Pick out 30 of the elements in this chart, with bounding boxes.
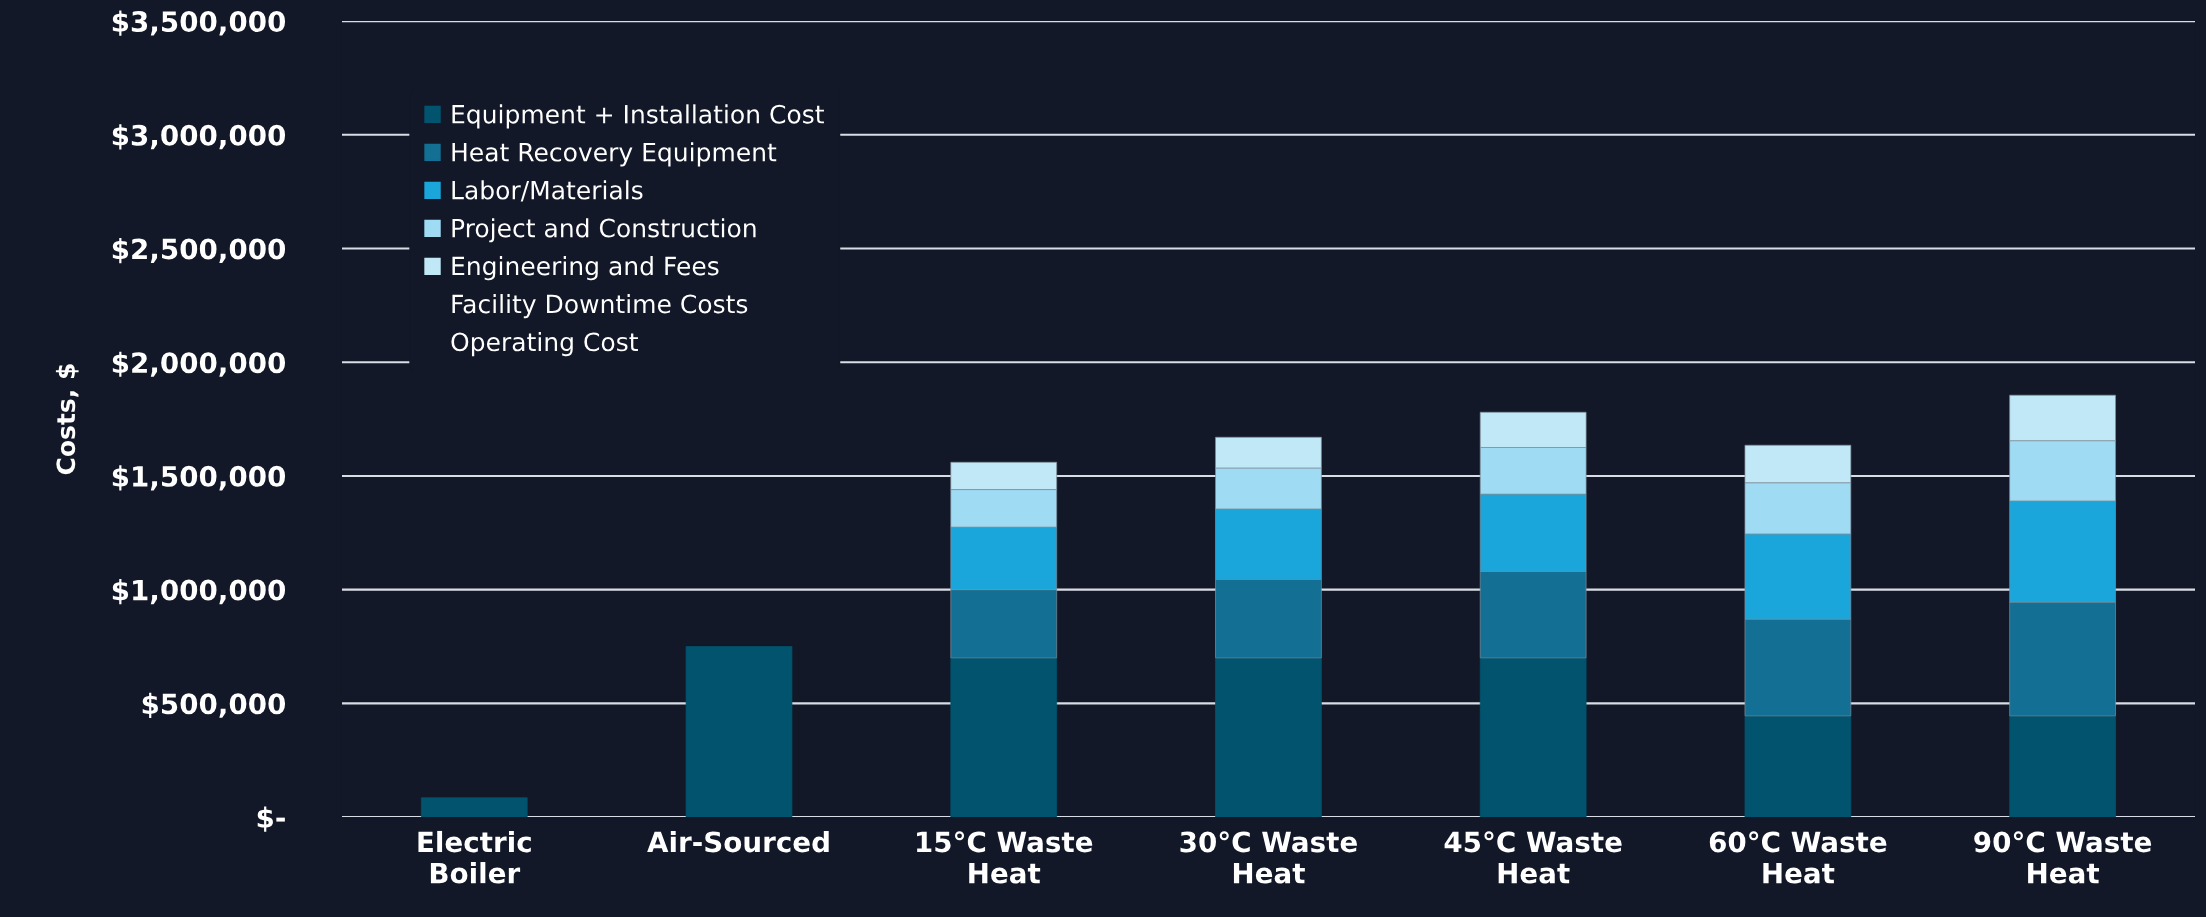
y-tick-label: $2,500,000 (112, 237, 286, 264)
bar (950, 657, 1058, 818)
x-tick-label: 60°C Waste Heat (1709, 831, 1887, 884)
bar (685, 646, 793, 818)
legend-label: Project and Construction (452, 218, 756, 243)
x-tick-label: Air-Sourced (647, 830, 829, 853)
bar (1215, 657, 1322, 818)
y-tick-label: $500,000 (142, 692, 286, 718)
y-tick-label: $3,500,000 (112, 10, 286, 36)
bar (1479, 657, 1587, 818)
x-tick-label: 45°C Waste Heat (1444, 831, 1622, 884)
y-tick-label: $3,000,000 (112, 124, 286, 150)
y-axis-title: Costs, $ (55, 364, 79, 475)
x-tick-label: Electric Boiler (418, 830, 531, 884)
legend-label: Labor/Materials (452, 180, 643, 202)
x-tick-label: 90°C Waste Heat (1974, 831, 2152, 884)
x-tick-label: 30°C Waste Heat (1180, 831, 1357, 884)
text: Facility Downtime Costs (452, 294, 748, 319)
bar (1744, 715, 1852, 818)
text: Operating Cost (451, 331, 638, 357)
x-tick-label: 15°C Waste Heat (917, 831, 1093, 884)
legend-label: Heat Recovery Equipment (452, 142, 777, 167)
y-tick-label: $1,000,000 (112, 579, 286, 605)
legend-label: Equipment + Installation Cost (452, 104, 824, 129)
bar (421, 797, 528, 818)
y-tick-label: $- (257, 806, 285, 832)
legend-label: Engineering and Fees (452, 256, 719, 281)
y-tick-label: $1,500,000 (112, 465, 286, 491)
y-tick-label: $2,000,000 (112, 351, 286, 377)
bar (2009, 715, 2116, 818)
